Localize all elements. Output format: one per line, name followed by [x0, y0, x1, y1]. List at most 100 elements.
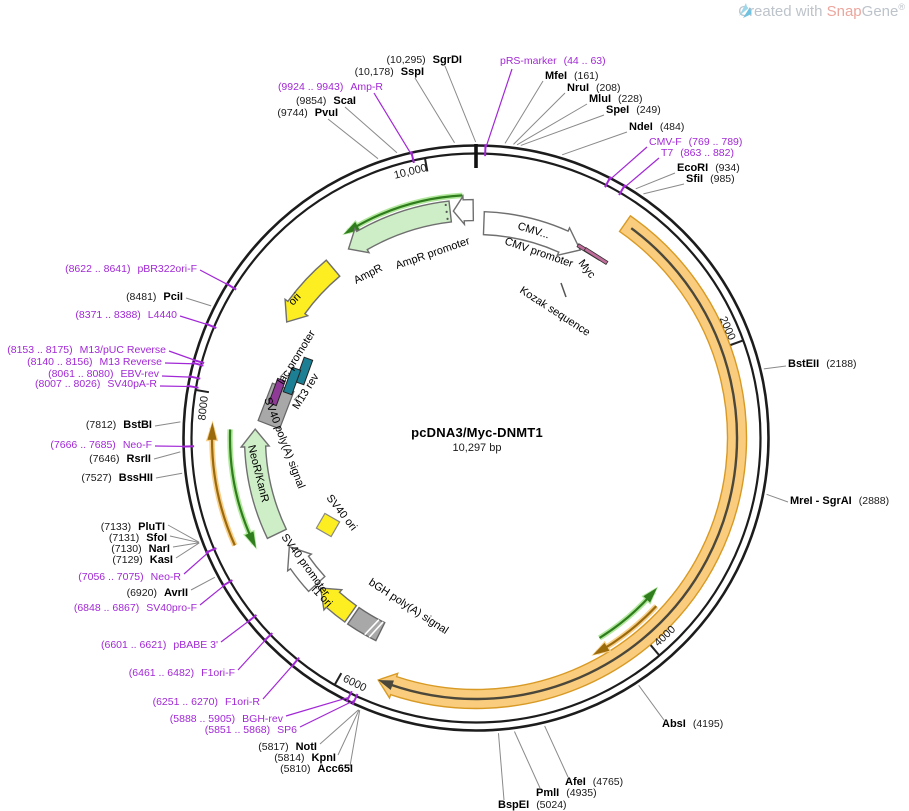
site-label-scai[interactable]: (9854) ScaI: [296, 95, 356, 107]
site-label-bsshii[interactable]: (7527) BssHII: [81, 472, 153, 484]
site-label-sv40pa-r-name: SV40pA-R: [107, 378, 157, 390]
site-label-avrii[interactable]: (6920) AvrII: [127, 587, 188, 599]
site-label-f1ori-f[interactable]: (6461 .. 6482) F1ori-F: [129, 667, 235, 679]
site-label-afei[interactable]: AfeI (4765): [565, 776, 623, 788]
site-label-sv40pro-f[interactable]: (6848 .. 6867) SV40pro-F: [74, 602, 197, 614]
site-label-bgh-rev[interactable]: (5888 .. 5905) BGH-rev: [170, 713, 284, 725]
feature-sv40-promoter[interactable]: [286, 545, 326, 593]
site-label-ebv-rev[interactable]: (8061 .. 8080) EBV-rev: [48, 368, 160, 380]
feature-label-sv40-promoter[interactable]: SV40 promoter: [279, 532, 332, 599]
site-label-neo-f[interactable]: (7666 .. 7685) Neo-F: [50, 439, 152, 451]
site-label-kasi-name: KasI: [150, 554, 173, 566]
site-label-sv40pa-r[interactable]: (8007 .. 8026) SV40pA-R: [35, 378, 157, 390]
orf-arrow-green-top-head: [343, 221, 360, 235]
site-label-rsrii-pos: (7646): [89, 453, 119, 465]
site-label-m13-puc-reverse-pos: (8153 .. 8175): [7, 344, 72, 356]
feature-myc-tag-stripe-2[interactable]: [583, 246, 609, 266]
site-label-noti[interactable]: (5817) NotI: [258, 741, 317, 753]
site-label-amp-r-pos: (9924 .. 9943): [278, 81, 343, 93]
site-label-l4440[interactable]: (8371 .. 8388) L4440: [75, 309, 177, 321]
feature-cmv-promoter[interactable]: [482, 210, 582, 257]
pointer-line-rsrii: [153, 451, 181, 460]
feature-dnmt1-insert-arc[interactable]: [377, 214, 748, 710]
site-label-ecori[interactable]: EcoRI (934): [677, 162, 740, 174]
feature-lac-promoter-box[interactable]: [294, 356, 314, 386]
pointer-line-m13-puc-reverse: [168, 350, 198, 362]
feature-label-kozak-sequence[interactable]: Kozak sequence: [517, 284, 592, 338]
site-label-mrei-sgrai[interactable]: MreI - SgrAI (2888): [790, 495, 889, 507]
primer-site-mark-sv40pa-r: [186, 384, 199, 389]
site-label-nrui[interactable]: NruI (208): [567, 82, 621, 94]
feature-ampr[interactable]: [347, 200, 453, 254]
site-label-pluti[interactable]: (7133) PluTI: [101, 521, 165, 533]
site-label-cmv-f[interactable]: CMV-F (769 .. 789): [649, 136, 742, 148]
feature-bgh-polya-signal[interactable]: [346, 606, 386, 642]
axis-label-8000: 8000: [196, 395, 211, 421]
site-label-acc65i-name: Acc65I: [318, 763, 353, 775]
site-label-pmli[interactable]: PmlI (4935): [536, 787, 597, 799]
feature-label-ampr[interactable]: AmpR: [352, 262, 385, 287]
site-label-acc65i[interactable]: (5810) Acc65I: [280, 763, 353, 775]
site-label-m13-puc-reverse[interactable]: (8153 .. 8175) M13/pUC Reverse: [7, 344, 166, 356]
feature-f1-ori[interactable]: [319, 587, 358, 623]
site-label-absi[interactable]: AbsI (4195): [662, 718, 723, 730]
feature-sv40-ori[interactable]: [315, 512, 341, 538]
site-label-bsteii[interactable]: BstEII (2188): [788, 358, 857, 370]
site-label-ndei-pos: (484): [660, 121, 685, 133]
plasmid-length: 10,297 bp: [452, 442, 502, 454]
site-label-sv40pa-r-pos: (8007 .. 8026): [35, 378, 100, 390]
site-label-f1ori-r[interactable]: (6251 .. 6270) F1ori-R: [153, 696, 261, 708]
site-label-spei-pos: (249): [636, 104, 661, 116]
site-label-pvui[interactable]: (9744) PvuI: [277, 107, 338, 119]
site-label-t7[interactable]: T7 (863 .. 882): [661, 147, 734, 159]
site-label-sfoi[interactable]: (7131) SfoI: [109, 532, 167, 544]
site-label-sspi-name: SspI: [401, 66, 424, 78]
site-label-sfii[interactable]: SfiI (985): [686, 173, 735, 185]
site-label-mfei[interactable]: MfeI (161): [545, 70, 599, 82]
site-label-l4440-pos: (8371 .. 8388): [75, 309, 140, 321]
site-label-neo-r-pos: (7056 .. 7075): [78, 571, 143, 583]
site-label-mlui[interactable]: MluI (228): [589, 93, 643, 105]
orf-arrow-green-top[interactable]: [351, 194, 463, 230]
site-label-rsrii[interactable]: (7646) RsrII: [89, 453, 151, 465]
site-label-m13-reverse[interactable]: (8140 .. 8156) M13 Reverse: [27, 356, 162, 368]
site-label-nari[interactable]: (7130) NarI: [111, 543, 170, 555]
site-label-prs-marker[interactable]: pRS-marker (44 .. 63): [500, 55, 606, 67]
feature-ampr-promoter[interactable]: [452, 194, 475, 227]
site-label-mlui-name: MluI: [589, 93, 611, 105]
site-label-pbabe-3[interactable]: (6601 .. 6621) pBABE 3': [101, 639, 218, 651]
site-label-amp-r[interactable]: (9924 .. 9943) Amp-R: [278, 81, 383, 93]
feature-m13-rev-site-box[interactable]: [282, 366, 302, 396]
feature-neor-kanr[interactable]: [239, 428, 288, 540]
site-label-pcii[interactable]: (8481) PciI: [126, 291, 183, 303]
site-label-sgrdi[interactable]: (10,295) SgrDI: [387, 54, 462, 66]
feature-label-myc[interactable]: Myc: [576, 257, 598, 281]
feature-ori[interactable]: [284, 259, 341, 323]
site-label-prs-marker-name: pRS-marker: [500, 55, 557, 67]
site-label-kasi[interactable]: (7129) KasI: [112, 554, 173, 566]
site-label-spei[interactable]: SpeI (249): [606, 104, 661, 116]
pointer-line-neo-r: [183, 550, 211, 575]
orf-arrow-green-left[interactable]: [228, 429, 253, 540]
site-label-ndei[interactable]: NdeI (484): [629, 121, 684, 133]
snapgene-logo-icon: [739, 3, 752, 18]
site-label-sspi[interactable]: (10,178) SspI: [355, 66, 424, 78]
feature-primer-site-box-purple[interactable]: [268, 377, 286, 407]
site-label-nari-name: NarI: [149, 543, 170, 555]
pointer-line-bstbi: [154, 421, 181, 427]
orf-arrow-orange-left[interactable]: [210, 433, 236, 546]
site-label-kpni[interactable]: (5814) KpnI: [274, 752, 336, 764]
site-label-sv40pro-f-pos: (6848 .. 6867): [74, 602, 139, 614]
site-label-bstbi[interactable]: (7812) BstBI: [86, 419, 152, 431]
pointer-line-f1ori-f: [237, 637, 268, 671]
site-label-bspei[interactable]: BspEI (5024): [498, 799, 567, 811]
primer-site-mark-cmv-f: [604, 176, 612, 188]
site-label-sp6[interactable]: (5851 .. 5868) SP6: [205, 724, 297, 736]
feature-label-ampr-promoter[interactable]: AmpR promoter: [394, 235, 472, 272]
primer-site-mark-sv40pro-f: [221, 579, 233, 588]
site-label-pbr322ori-f[interactable]: (8622 .. 8641) pBR322ori-F: [65, 263, 197, 275]
site-label-t7-pos: (863 .. 882): [680, 147, 734, 159]
pointer-line-sp6: [299, 699, 355, 728]
site-label-neo-r[interactable]: (7056 .. 7075) Neo-R: [78, 571, 181, 583]
